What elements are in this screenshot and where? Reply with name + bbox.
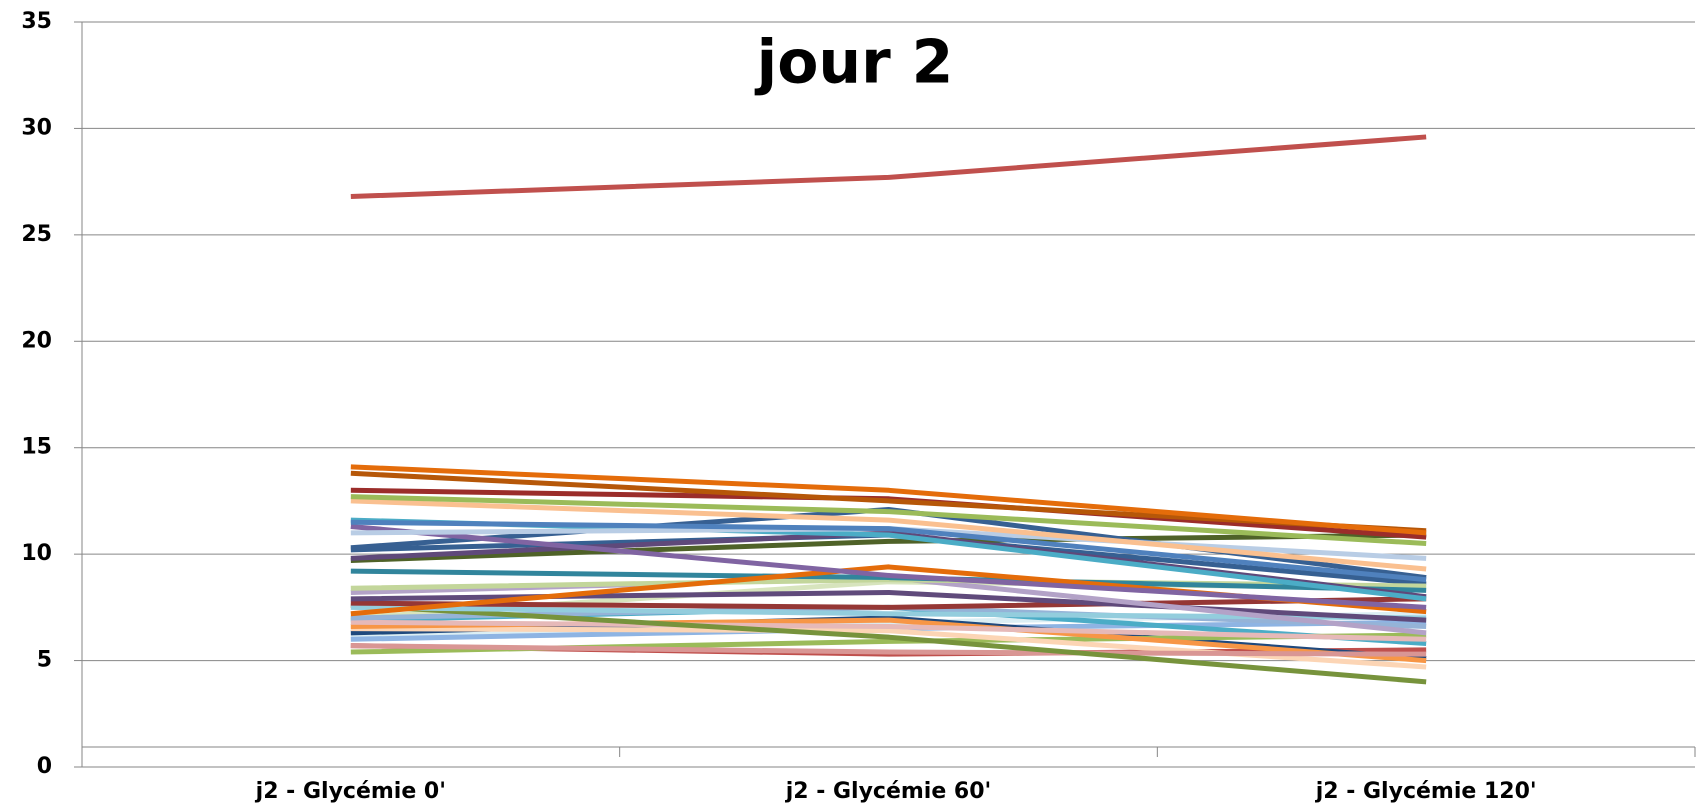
series-line [350, 464, 1427, 536]
series-line [350, 134, 1427, 200]
y-tick-label: 10 [21, 541, 52, 566]
y-tick-label: 15 [21, 435, 52, 460]
y-tick-label: 0 [37, 754, 52, 779]
series-line [350, 494, 1427, 546]
series-line [350, 519, 1427, 583]
series-line [350, 498, 1427, 572]
series-line [350, 643, 1427, 657]
y-tick-label: 20 [21, 328, 52, 353]
x-tick-label: j2 - Glycémie 0' [255, 779, 446, 804]
series-line [350, 619, 1427, 642]
y-tick-label: 30 [21, 115, 52, 140]
chart-title: jour 2 [755, 28, 954, 98]
x-tick-label: j2 - Glycémie 60' [785, 779, 992, 804]
y-tick-label: 5 [37, 648, 52, 673]
series-line [350, 596, 1427, 610]
series-line [350, 523, 1427, 610]
series-line [350, 532, 1427, 564]
y-tick-label: 35 [21, 9, 52, 34]
x-tick-label: j2 - Glycémie 120' [1315, 779, 1537, 804]
y-tick-label: 25 [21, 222, 52, 247]
series-line [350, 602, 1427, 685]
